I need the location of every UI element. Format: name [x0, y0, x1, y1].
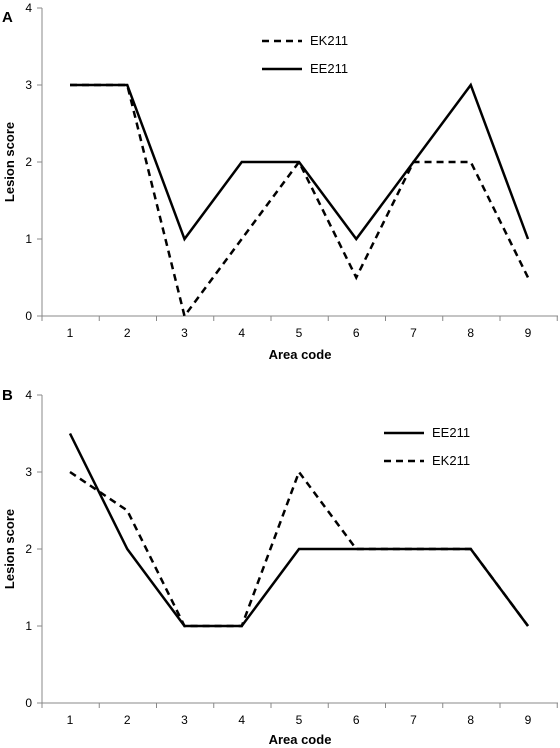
x-tick-label-a-2: 2 — [124, 326, 131, 340]
y-tick-label-b-3: 3 — [25, 465, 32, 479]
y-tick-label-a-4: 4 — [25, 1, 32, 15]
x-axis-title-a: Area code — [269, 347, 332, 362]
y-axis-title-b: Lesion score — [2, 509, 17, 589]
legend-b: EE211 EK211 — [384, 425, 470, 468]
series-layer-a — [70, 82, 530, 319]
x-tick-label-a-4: 4 — [238, 326, 245, 340]
x-tick-label-b-2: 2 — [124, 713, 131, 727]
panel-label-a: A — [2, 9, 13, 26]
y-tick-label-a-3: 3 — [25, 78, 32, 92]
legend-label-ek211-b: EK211 — [432, 453, 470, 468]
x-axis-title-b: Area code — [269, 732, 332, 747]
y-ticks-a: 0 1 2 3 4 — [25, 1, 42, 323]
x-tick-label-a-1: 1 — [67, 326, 74, 340]
x-tick-label-a-3: 3 — [181, 326, 188, 340]
x-tick-label-a-7: 7 — [410, 326, 417, 340]
series-line-ek211-b — [69, 469, 530, 628]
x-tick-label-b-3: 3 — [181, 713, 188, 727]
series-layer-b — [68, 432, 530, 628]
x-tick-label-b-9: 9 — [525, 713, 532, 727]
x-tick-label-a-9: 9 — [525, 326, 532, 340]
panel-a: A 0 1 2 3 4 1 2 3 4 5 6 7 8 9 Lesion score Area code… — [2, 1, 558, 362]
series-line-ee211-b — [68, 432, 530, 628]
series-line-ek211-a — [70, 83, 530, 319]
y-axis-title-a: Lesion score — [2, 122, 17, 202]
x-tick-label-b-4: 4 — [238, 713, 245, 727]
panel-b: B 0 1 2 3 4 1 2 3 4 5 6 7 8 9 Lesion score Area code… — [2, 387, 558, 747]
x-tick-label-b-5: 5 — [296, 713, 303, 727]
y-tick-label-a-0: 0 — [25, 309, 32, 323]
y-tick-label-b-2: 2 — [25, 542, 32, 556]
legend-label-ee211-a: EE211 — [310, 61, 348, 76]
legend-label-ee211-b: EE211 — [432, 425, 470, 440]
x-tick-label-b-8: 8 — [467, 713, 474, 727]
y-tick-label-b-1: 1 — [25, 619, 32, 633]
y-tick-label-a-1: 1 — [25, 232, 32, 246]
y-tick-label-a-2: 2 — [25, 155, 32, 169]
x-tick-label-a-8: 8 — [467, 326, 474, 340]
x-ticks-b: 1 2 3 4 5 6 7 8 9 — [41, 703, 558, 727]
x-tick-label-b-6: 6 — [353, 713, 360, 727]
legend-a: EK211 EE211 — [262, 33, 348, 76]
y-ticks-b: 0 1 2 3 4 — [25, 388, 42, 710]
x-tick-label-b-7: 7 — [410, 713, 417, 727]
y-tick-label-b-4: 4 — [25, 388, 32, 402]
x-tick-label-a-5: 5 — [296, 326, 303, 340]
series-line-ee211-a — [70, 82, 530, 242]
x-tick-label-a-6: 6 — [353, 326, 360, 340]
x-ticks-a: 1 2 3 4 5 6 7 8 9 — [41, 316, 558, 340]
y-tick-label-b-0: 0 — [25, 696, 32, 710]
x-tick-label-b-1: 1 — [67, 713, 74, 727]
legend-label-ek211-a: EK211 — [310, 33, 348, 48]
panel-label-b: B — [2, 387, 13, 404]
